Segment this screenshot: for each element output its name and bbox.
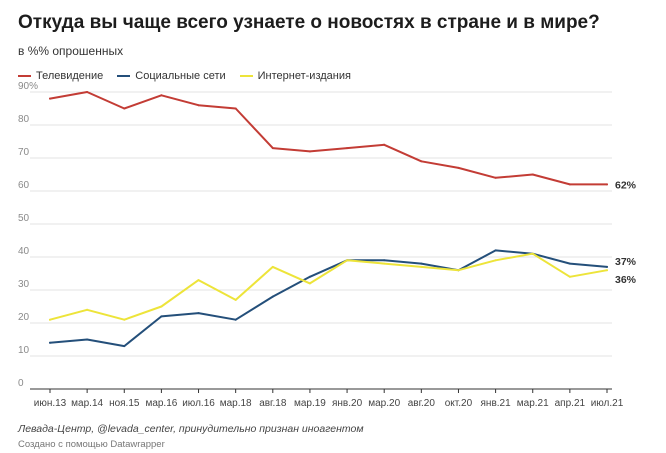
- x-tick-label-3: мар.16: [145, 398, 177, 409]
- data-point-2-0: [49, 318, 51, 321]
- legend-item-social: Социальные сети: [117, 70, 226, 82]
- x-tick-label-9: мар.20: [368, 398, 400, 409]
- data-point-0-1: [86, 91, 89, 93]
- end-label-1: 37%: [615, 256, 637, 268]
- data-point-1-1: [86, 338, 89, 341]
- data-point-1-5: [234, 318, 237, 321]
- legend-swatch-tv: [18, 75, 31, 77]
- data-point-2-3: [160, 305, 163, 308]
- data-point-2-6: [271, 265, 274, 268]
- data-point-2-12: [494, 259, 497, 262]
- data-point-0-3: [160, 94, 163, 97]
- data-point-2-4: [197, 279, 200, 282]
- data-point-2-8: [346, 259, 349, 262]
- data-point-2-7: [308, 282, 311, 285]
- legend-item-tv: Телевидение: [18, 70, 103, 82]
- x-tick-label-14: апр.21: [555, 398, 586, 409]
- data-point-1-12: [494, 249, 497, 252]
- data-point-0-0: [49, 97, 51, 100]
- legend-label-internet: Интернет-издания: [257, 70, 351, 82]
- data-point-0-8: [346, 147, 349, 150]
- y-tick-label-60: 60: [18, 180, 30, 191]
- legend-swatch-internet: [239, 75, 253, 77]
- data-point-2-13: [531, 252, 534, 255]
- data-point-0-7: [308, 150, 311, 153]
- line-chart: 0 10 20 30 40 50 60 70 80 90% июн.13 мар.14 ноя.15 ма…: [18, 81, 637, 409]
- data-point-0-9: [383, 143, 386, 146]
- data-point-0-14: [568, 183, 571, 186]
- data-point-0-6: [271, 147, 274, 150]
- data-point-2-5: [234, 298, 237, 301]
- data-point-1-2: [123, 345, 126, 348]
- data-point-1-3: [160, 315, 163, 318]
- legend-label-social: Социальные сети: [135, 70, 226, 82]
- x-tick-label-7: мар.19: [294, 398, 326, 409]
- y-tick-label-0: 0: [18, 378, 24, 389]
- y-tick-label-50: 50: [18, 213, 30, 224]
- x-tick-label-2: ноя.15: [109, 398, 140, 409]
- end-label-2: 36%: [615, 274, 637, 286]
- y-tick-label-70: 70: [18, 147, 30, 158]
- y-tick-label-40: 40: [18, 246, 30, 257]
- data-point-0-2: [123, 107, 126, 110]
- x-tick-label-12: янв.21: [481, 398, 512, 409]
- data-point-1-10: [420, 262, 423, 265]
- legend-swatch-social: [117, 75, 131, 77]
- data-point-2-1: [86, 308, 89, 311]
- data-point-1-14: [568, 262, 571, 265]
- x-tick-label-13: мар.21: [517, 398, 549, 409]
- series-line-1: [49, 249, 608, 348]
- data-point-0-4: [197, 104, 200, 107]
- data-point-2-11: [457, 269, 460, 272]
- y-tick-label-20: 20: [18, 312, 30, 323]
- x-tick-label-8: янв.20: [332, 398, 363, 409]
- x-tick-label-1: мар.14: [71, 398, 103, 409]
- data-point-1-7: [308, 275, 311, 278]
- source-note: Левада-Центр, @levada_center, принудител…: [18, 423, 364, 435]
- data-point-0-5: [234, 107, 237, 110]
- data-point-0-10: [420, 160, 423, 163]
- y-tick-label-90: 90%: [18, 81, 38, 92]
- y-tick-label-30: 30: [18, 279, 30, 290]
- data-point-1-4: [197, 312, 200, 315]
- data-point-0-13: [531, 173, 534, 176]
- x-tick-label-15: июл.21: [591, 398, 624, 409]
- x-tick-label-0: июн.13: [34, 398, 67, 409]
- data-point-1-6: [271, 295, 274, 298]
- legend-label-tv: Телевидение: [36, 70, 104, 82]
- series-line-0: [49, 91, 608, 186]
- data-point-2-9: [383, 262, 386, 265]
- legend-item-internet: Интернет-издания: [239, 70, 351, 82]
- data-point-0-11: [457, 166, 460, 169]
- x-tick-label-11: окт.20: [445, 398, 473, 409]
- y-tick-label-80: 80: [18, 114, 30, 125]
- x-tick-label-10: авг.20: [408, 398, 436, 409]
- data-point-2-14: [568, 275, 571, 278]
- data-point-1-15: [606, 265, 608, 268]
- data-point-0-15: [606, 183, 608, 186]
- data-point-1-9: [383, 259, 386, 262]
- data-point-2-15: [606, 269, 608, 272]
- data-point-0-12: [494, 176, 497, 179]
- x-tick-label-4: июл.16: [182, 398, 215, 409]
- legend: Телевидение Социальные сети Интернет-изд…: [18, 70, 351, 82]
- x-tick-label-6: авг.18: [259, 398, 287, 409]
- data-point-1-0: [49, 341, 51, 344]
- chart-title: Откуда вы чаще всего узнаете о новостях …: [18, 12, 600, 33]
- credit-note: Создано с помощью Datawrapper: [18, 439, 165, 450]
- x-tick-label-5: мар.18: [220, 398, 252, 409]
- data-point-2-2: [123, 318, 126, 321]
- chart-subtitle: в %% опрошенных: [18, 44, 124, 58]
- series-line-2: [49, 252, 608, 321]
- end-label-0: 62%: [615, 179, 637, 191]
- y-tick-label-10: 10: [18, 345, 30, 356]
- data-point-2-10: [420, 265, 423, 268]
